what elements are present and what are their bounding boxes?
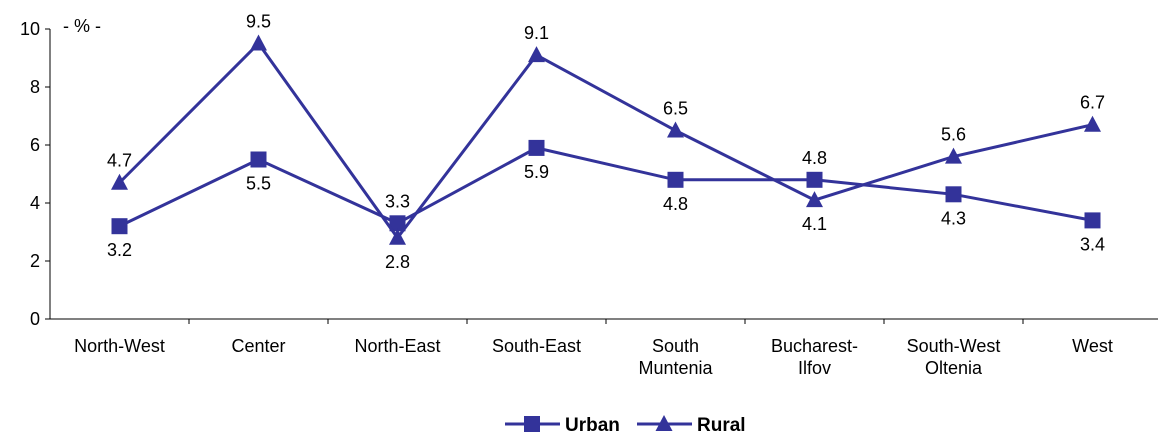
data-point-rural — [528, 46, 545, 63]
data-point-urban — [111, 218, 128, 235]
data-label-urban: 3.3 — [385, 191, 410, 211]
series-line-rural — [118, 41, 1093, 241]
data-label-urban: 5.5 — [246, 174, 271, 194]
data-label-rural: 5.6 — [941, 125, 966, 145]
data-point-urban — [667, 171, 684, 188]
y-tick-label: 10 — [20, 19, 40, 39]
x-category-label: West — [1072, 336, 1113, 356]
data-point-rural — [1084, 115, 1101, 132]
data-label-urban: 4.8 — [663, 194, 688, 214]
data-point-urban — [806, 171, 823, 188]
data-point-rural — [806, 191, 823, 208]
series-rural — [111, 34, 1101, 245]
x-category-label: South-East — [492, 336, 581, 356]
legend-item-urban: Urban — [505, 415, 620, 434]
series-urban — [111, 139, 1101, 235]
data-point-urban — [389, 215, 406, 232]
data-point-rural — [111, 173, 128, 190]
x-axis-categories: North-West Center North-East South-East Sout… — [74, 319, 1113, 378]
y-tick-label: 8 — [30, 77, 40, 97]
data-label-urban: 3.4 — [1080, 234, 1105, 254]
legend-marker-triangle — [655, 415, 673, 431]
data-label-urban: 4.8 — [802, 148, 827, 168]
data-label-urban: 3.2 — [107, 240, 132, 260]
data-label-rural: 6.7 — [1080, 93, 1105, 113]
data-point-urban — [250, 151, 267, 168]
unit-label: - % - — [63, 16, 101, 36]
data-point-rural — [945, 147, 962, 164]
chart-legend: Urban Rural — [505, 415, 746, 434]
y-tick-label: 0 — [30, 309, 40, 329]
data-point-urban — [1084, 212, 1101, 229]
data-label-rural: 2.8 — [385, 252, 410, 272]
series-line-urban — [118, 146, 1093, 228]
x-category-label: Center — [231, 336, 285, 356]
chart-series — [111, 34, 1101, 245]
y-tick-label: 2 — [30, 251, 40, 271]
legend-marker-square — [524, 416, 540, 432]
data-label-rural: 4.1 — [802, 214, 827, 234]
y-tick-label: 6 — [30, 135, 40, 155]
data-label-urban: 4.3 — [941, 208, 966, 228]
data-label-rural: 9.5 — [246, 12, 271, 32]
data-point-rural — [667, 121, 684, 138]
chart-axes — [49, 29, 1158, 320]
data-label-rural: 6.5 — [663, 99, 688, 119]
x-category-label: South Muntenia — [638, 336, 713, 378]
x-category-label: South-West Oltenia — [907, 336, 1001, 378]
data-labels: 3.2 5.5 3.3 5.9 4.8 4.8 4.3 3.4 4.7 9.5 2.8 9.1 6.5 4… — [107, 12, 1105, 272]
y-axis-ticks: 0 2 4 6 8 10 — [20, 19, 50, 329]
data-point-urban — [945, 186, 962, 203]
data-point-urban — [528, 139, 545, 156]
legend-label: Rural — [697, 415, 746, 434]
x-category-label: North-West — [74, 336, 165, 356]
data-point-rural — [389, 228, 406, 245]
data-point-rural — [250, 34, 267, 51]
x-category-label: North-East — [354, 336, 440, 356]
data-label-rural: 4.7 — [107, 151, 132, 171]
legend-label: Urban — [565, 415, 620, 434]
data-label-urban: 5.9 — [524, 162, 549, 182]
data-label-rural: 9.1 — [524, 23, 549, 43]
y-tick-label: 4 — [30, 193, 40, 213]
legend-item-rural: Rural — [637, 415, 746, 434]
x-category-label: Bucharest-Ilfov — [771, 336, 858, 378]
